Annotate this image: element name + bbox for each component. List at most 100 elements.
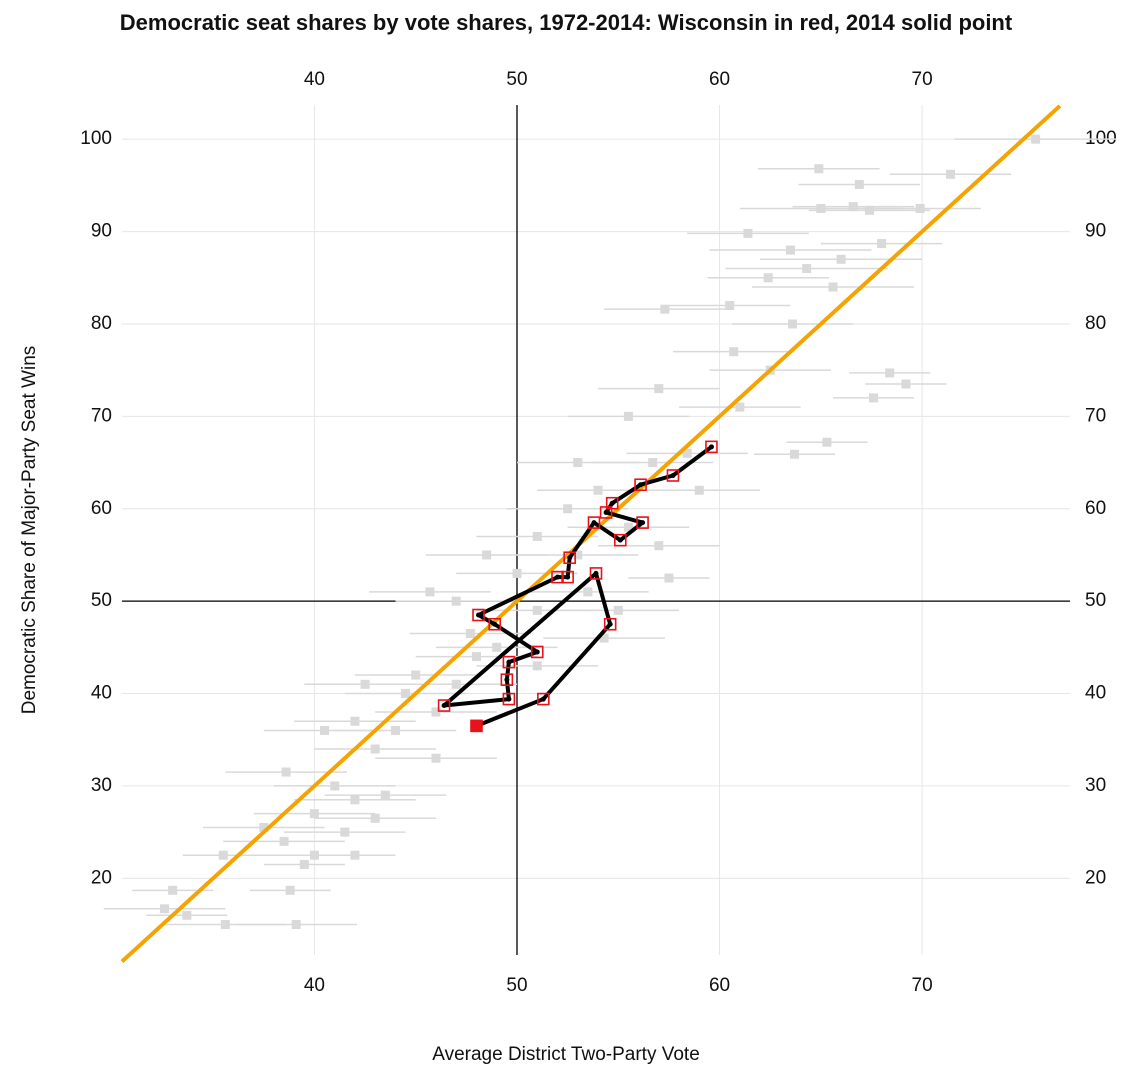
y-tick-label: 60 [1085, 498, 1106, 519]
wisconsin-dot [670, 472, 676, 478]
wisconsin-dot [609, 500, 615, 506]
point [309, 850, 319, 860]
wisconsin-dot [555, 574, 561, 580]
wisconsin-point [561, 570, 574, 584]
wisconsin-point [614, 533, 627, 547]
wisconsin-point [634, 478, 647, 492]
point [279, 836, 289, 846]
point [787, 319, 797, 329]
point [532, 605, 542, 615]
y-tick-label: 90 [91, 221, 112, 242]
y-tick-label: 70 [1085, 405, 1106, 426]
y-tick-label: 20 [1085, 867, 1106, 888]
point [350, 795, 360, 805]
point [299, 859, 309, 869]
point [451, 679, 461, 689]
point [401, 689, 411, 699]
wisconsin-dot [565, 574, 571, 580]
y-tick-label: 50 [91, 590, 112, 611]
point [593, 485, 603, 495]
point [350, 716, 360, 726]
point [360, 679, 370, 689]
point [431, 753, 441, 763]
point [370, 813, 380, 823]
y-tick-label: 90 [1085, 221, 1106, 242]
y-axis-label: Democratic Share of Major-Party Seat Win… [19, 346, 40, 715]
point [785, 245, 795, 255]
y-tick-label: 60 [91, 498, 112, 519]
point [583, 587, 593, 597]
point [848, 202, 858, 212]
wisconsin-dot [504, 677, 510, 683]
point [828, 282, 838, 292]
point [660, 304, 670, 314]
wisconsin-point [705, 440, 718, 454]
point [563, 504, 573, 514]
point [370, 744, 380, 754]
point [512, 568, 522, 578]
point [735, 402, 745, 412]
wisconsin-point [599, 506, 613, 519]
point [160, 904, 170, 914]
point [729, 347, 739, 357]
wisconsin-dot [540, 696, 546, 702]
wisconsin-dot [476, 612, 482, 618]
point [694, 485, 704, 495]
point [168, 885, 178, 895]
point [291, 920, 301, 930]
point [915, 203, 925, 213]
x-tick-label: 40 [304, 69, 325, 90]
point [599, 633, 609, 643]
x-tick-label: 50 [506, 975, 527, 996]
wisconsin-dot [640, 520, 646, 526]
point [411, 670, 421, 680]
wisconsin-dot [506, 696, 512, 702]
wisconsin-point [587, 516, 601, 529]
point [802, 264, 812, 274]
point [390, 725, 400, 735]
point [763, 273, 773, 283]
wisconsin-point [537, 692, 550, 706]
y-tick-label: 100 [80, 128, 112, 149]
x-tick-label: 70 [912, 69, 933, 90]
point [285, 885, 295, 895]
point [654, 541, 664, 551]
wisconsin-point [530, 645, 544, 659]
point [182, 910, 192, 920]
point [465, 628, 475, 638]
point [725, 300, 735, 310]
wisconsin-dot [617, 537, 623, 543]
point [790, 449, 800, 459]
point [471, 652, 481, 662]
point [451, 596, 461, 606]
point [482, 550, 492, 560]
y-tick-label: 80 [1085, 313, 1106, 334]
point [1031, 134, 1041, 144]
wisconsin-point [488, 617, 502, 631]
point [945, 169, 955, 179]
wisconsin-dot [638, 482, 644, 488]
point [864, 205, 874, 215]
point [259, 823, 269, 832]
point [814, 164, 824, 174]
y-tick-label: 50 [1085, 590, 1106, 611]
wisconsin-dot [441, 703, 447, 709]
point [320, 725, 330, 735]
point [532, 661, 542, 671]
point [330, 781, 340, 791]
y-tick-label: 80 [91, 313, 112, 334]
x-axis-label: Average District Two-Party Vote [432, 1044, 700, 1065]
wisconsin-dot [492, 621, 498, 627]
point [340, 827, 350, 837]
chart-title: Democratic seat shares by vote shares, 1… [120, 10, 1013, 35]
y-tick-label: 30 [91, 775, 112, 796]
point [743, 228, 753, 238]
wisconsin-point [472, 608, 485, 622]
point [654, 384, 664, 394]
point [573, 550, 583, 560]
point [350, 850, 360, 860]
point [309, 809, 319, 819]
y-tick-label: 40 [1085, 683, 1106, 704]
y-tick-label: 70 [91, 405, 112, 426]
